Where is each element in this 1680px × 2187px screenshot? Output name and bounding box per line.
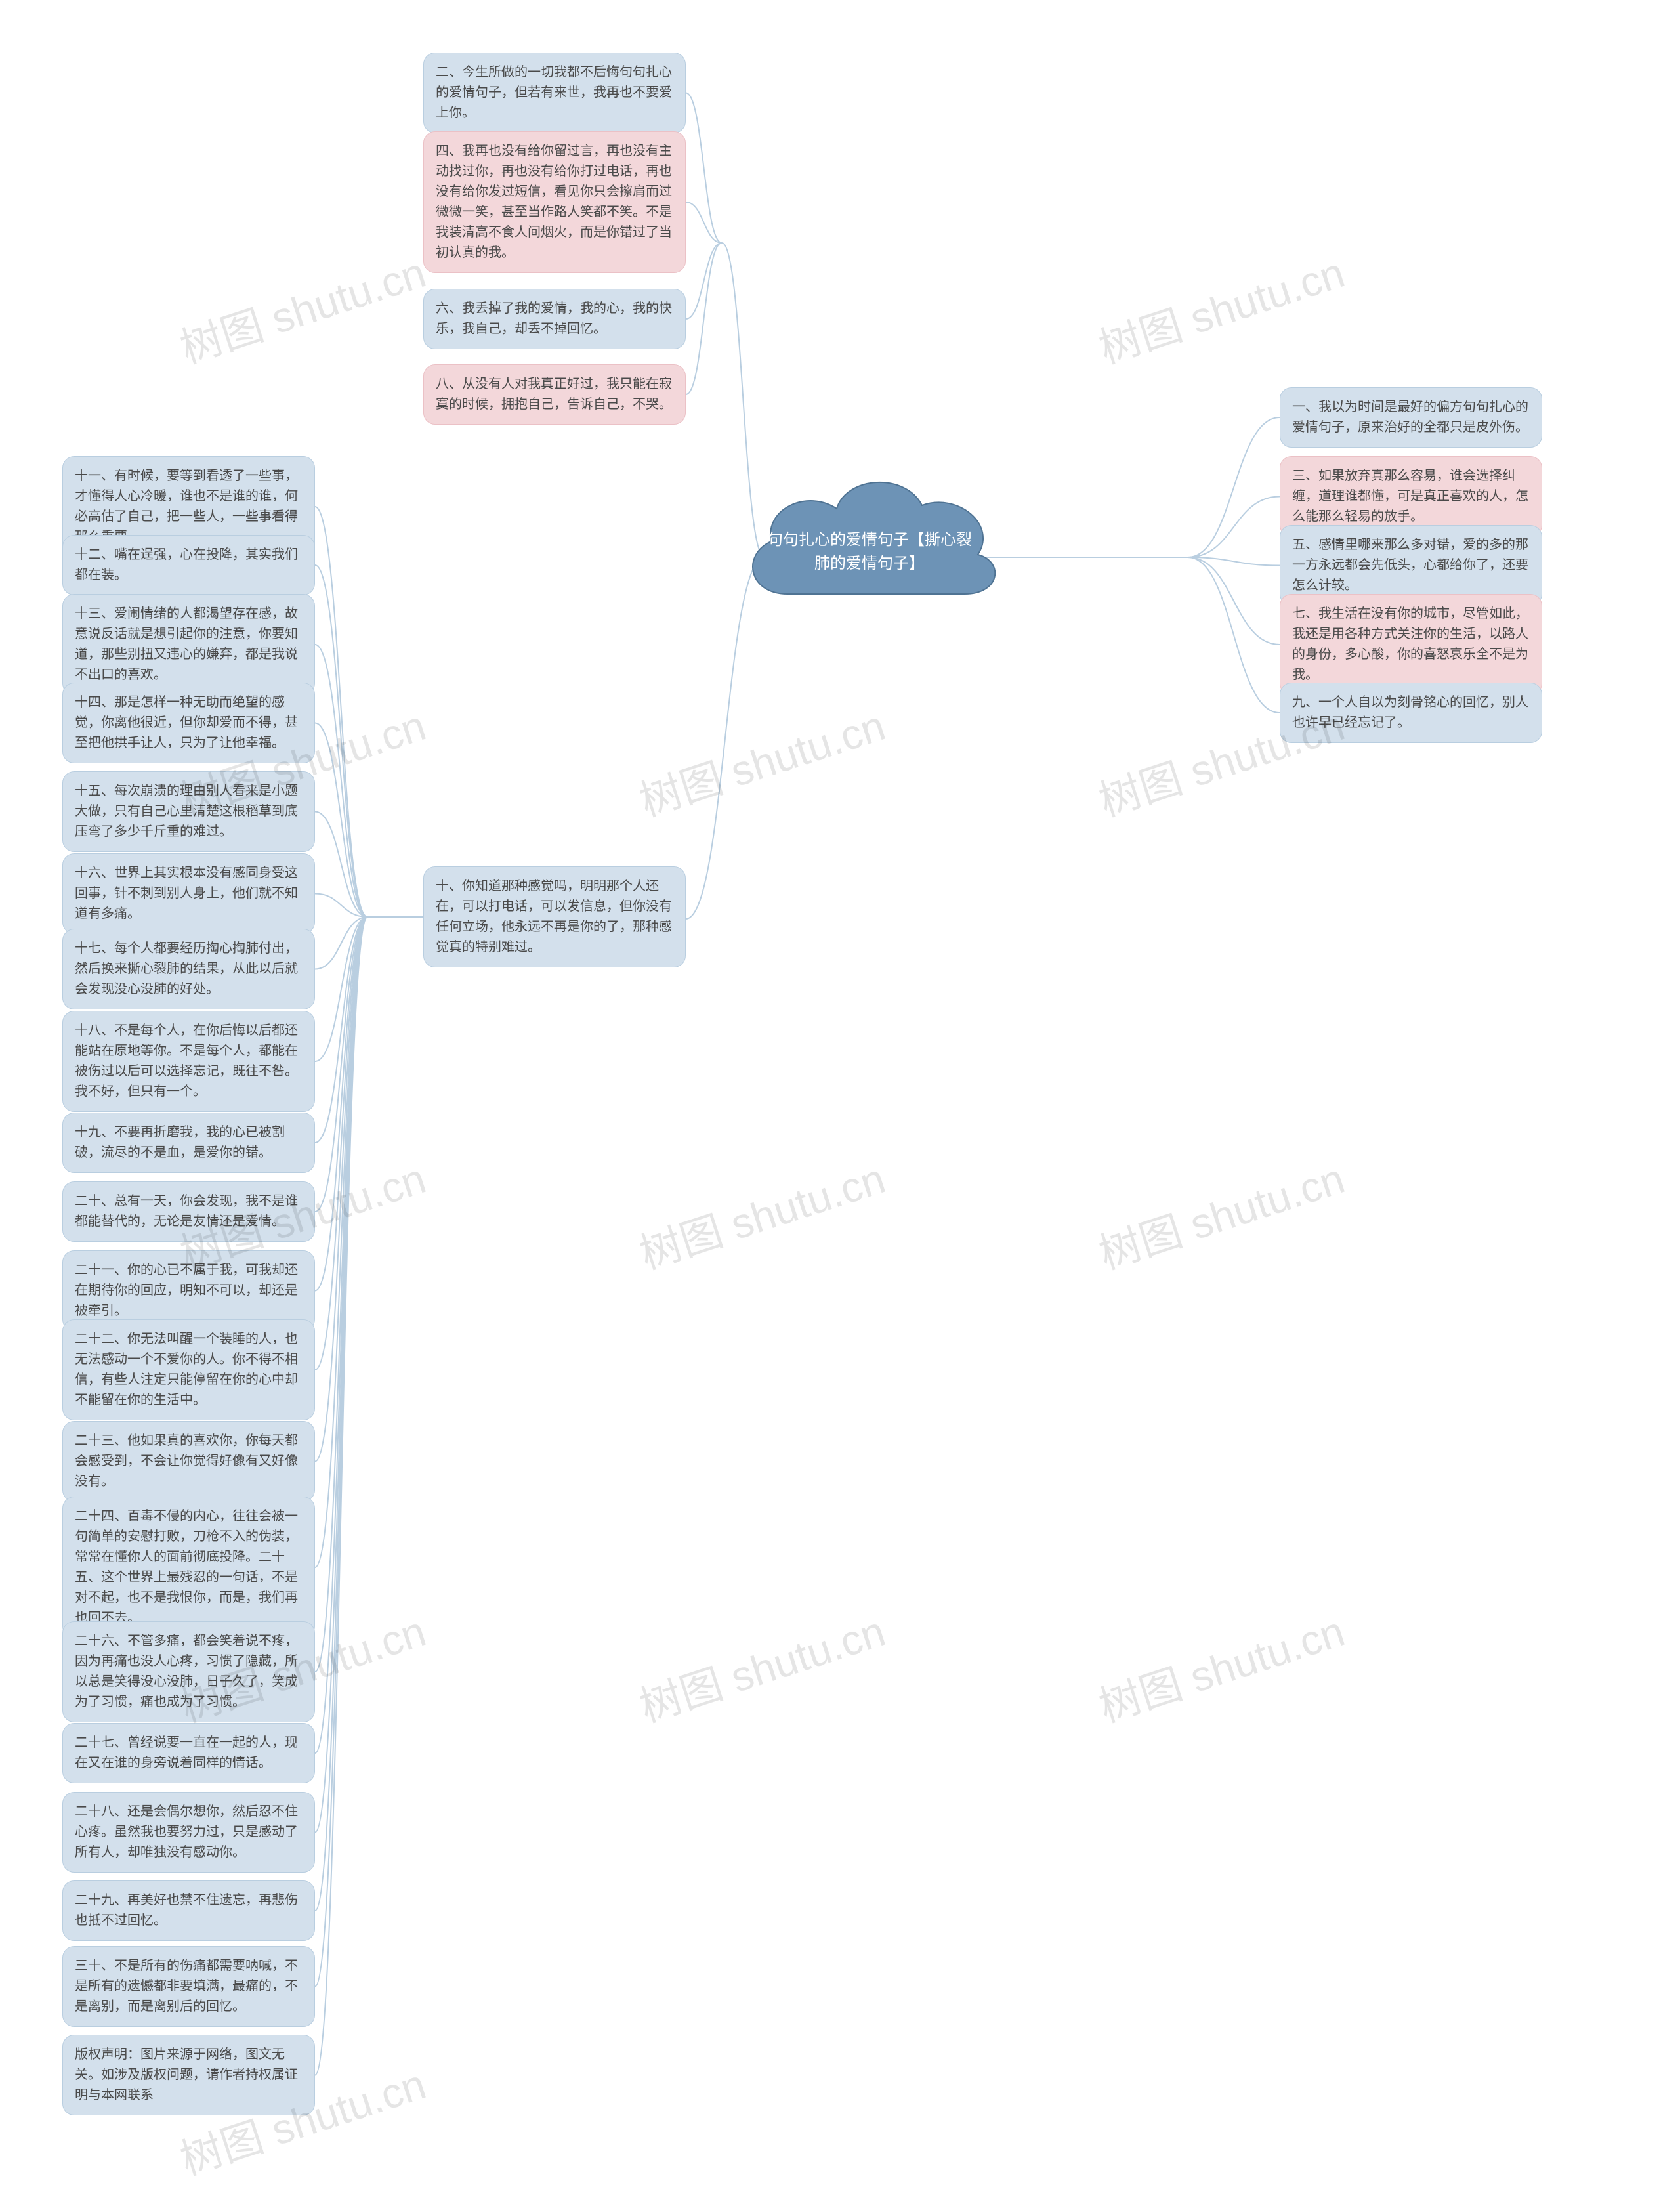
left-node-l15: 十五、每次崩溃的理由别人看来是小题大做，只有自己心里清楚这根稻草到底压弯了多少千… bbox=[62, 771, 315, 852]
watermark: 树图 shutu.cn bbox=[631, 692, 892, 828]
central-topic-label: 句句扎心的爱情句子【撕心裂肺的爱情句子】 bbox=[764, 528, 976, 576]
left-node-l20: 二十、总有一天，你会发现，我不是谁都能替代的，无论是友情还是爱情。 bbox=[62, 1181, 315, 1242]
left-node-l14: 十四、那是怎样一种无助而绝望的感觉，你离他很近，但你却爱而不得，甚至把他拱手让人… bbox=[62, 683, 315, 763]
left-node-l17: 十七、每个人都要经历掏心掏肺付出，然后换来撕心裂肺的结果，从此以后就会发现没心没… bbox=[62, 929, 315, 1009]
central-topic: 句句扎心的爱情句子【撕心裂肺的爱情句子】 bbox=[728, 456, 1011, 640]
left-node-l13: 十三、爱闹情绪的人都渴望存在感，故意说反话就是想引起你的注意，你要知道，那些别扭… bbox=[62, 594, 315, 695]
right-node-r9: 九、一个人自以为刻骨铭心的回忆，别人也许早已经忘记了。 bbox=[1280, 683, 1542, 743]
left-node-l27: 二十七、曾经说要一直在一起的人，现在又在谁的身旁说着同样的情话。 bbox=[62, 1723, 315, 1783]
left-node-lcp: 版权声明：图片来源于网络，图文无关。如涉及版权问题，请作者持权属证明与本网联系 bbox=[62, 2035, 315, 2115]
watermark: 树图 shutu.cn bbox=[172, 240, 432, 375]
top-node-t8: 八、从没有人对我真正好过，我只能在寂寞的时候，拥抱自己，告诉自己，不哭。 bbox=[423, 364, 686, 425]
left-node-l26: 二十六、不管多痛，都会笑着说不疼，因为再痛也没人心疼，习惯了隐藏，所以总是笑得没… bbox=[62, 1621, 315, 1722]
right-node-r7: 七、我生活在没有你的城市，尽管如此，我还是用各种方式关注你的生活，以路人的身份，… bbox=[1280, 594, 1542, 695]
watermark: 树图 shutu.cn bbox=[631, 1145, 892, 1281]
watermark: 树图 shutu.cn bbox=[631, 1598, 892, 1734]
watermark: 树图 shutu.cn bbox=[1091, 1598, 1351, 1734]
left-node-l12: 十二、嘴在逞强，心在投降，其实我们都在装。 bbox=[62, 535, 315, 595]
top-node-t2: 二、今生所做的一切我都不后悔句句扎心的爱情句子，但若有来世，我再也不要爱上你。 bbox=[423, 53, 686, 133]
left-node-l23: 二十三、他如果真的喜欢你，你每天都会感受到，不会让你觉得好像有又好像没有。 bbox=[62, 1421, 315, 1502]
left-node-l22: 二十二、你无法叫醒一个装睡的人，也无法感动一个不爱你的人。你不得不相信，有些人注… bbox=[62, 1319, 315, 1420]
left-node-l19: 十九、不要再折磨我，我的心已被割破，流尽的不是血，是爱你的错。 bbox=[62, 1113, 315, 1173]
mid-node-n10: 十、你知道那种感觉吗，明明那个人还在，可以打电话，可以发信息，但你没有任何立场，… bbox=[423, 866, 686, 967]
top-node-t6: 六、我丢掉了我的爱情，我的心，我的快乐，我自己，却丢不掉回忆。 bbox=[423, 289, 686, 349]
top-node-t4: 四、我再也没有给你留过言，再也没有主动找过你，再也没有给你打过电话，再也没有给你… bbox=[423, 131, 686, 273]
left-node-l16: 十六、世界上其实根本没有感同身受这回事，针不刺到别人身上，他们就不知道有多痛。 bbox=[62, 853, 315, 934]
watermark: 树图 shutu.cn bbox=[1091, 240, 1351, 375]
left-node-l24: 二十四、百毒不侵的内心，往往会被一句简单的安慰打败，刀枪不入的伪装，常常在懂你人… bbox=[62, 1497, 315, 1638]
mindmap-canvas: 句句扎心的爱情句子【撕心裂肺的爱情句子】 一、我以为时间是最好的偏方句句扎心的爱情… bbox=[0, 0, 1680, 2181]
left-node-l28: 二十八、还是会偶尔想你，然后忍不住心疼。虽然我也要努力过，只是感动了所有人，却唯… bbox=[62, 1792, 315, 1873]
left-node-l18: 十八、不是每个人，在你后悔以后都还能站在原地等你。不是每个人，都能在被伤过以后可… bbox=[62, 1011, 315, 1112]
watermark: 树图 shutu.cn bbox=[1091, 1145, 1351, 1281]
right-node-r1: 一、我以为时间是最好的偏方句句扎心的爱情句子，原来治好的全都只是皮外伤。 bbox=[1280, 387, 1542, 448]
left-node-l29: 二十九、再美好也禁不住遗忘，再悲伤也抵不过回忆。 bbox=[62, 1880, 315, 1941]
left-node-l30: 三十、不是所有的伤痛都需要呐喊，不是所有的遗憾都非要填满，最痛的，不是离别，而是… bbox=[62, 1946, 315, 2027]
